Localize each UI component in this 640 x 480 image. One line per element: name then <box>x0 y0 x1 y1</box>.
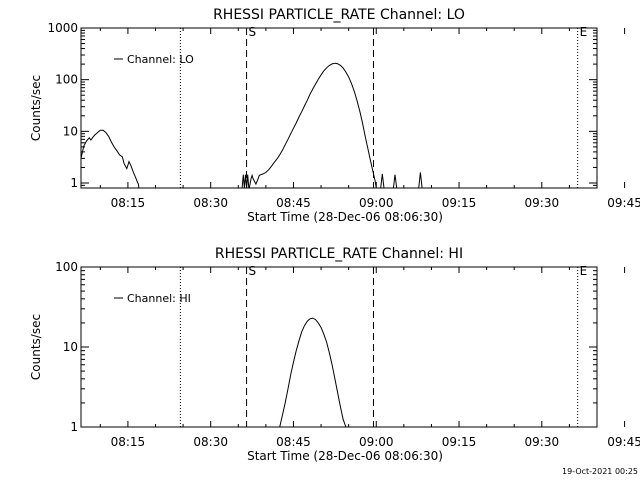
x-tick-label-09-15: 09:15 <box>442 196 477 210</box>
x-tick-label-09-30: 09:30 <box>525 196 560 210</box>
y-tick-label-100: 100 <box>55 73 78 87</box>
event-label-s: S <box>249 25 257 39</box>
series-group <box>81 62 423 188</box>
data-series-2 <box>248 62 377 188</box>
x-tick-label-08-30: 08:30 <box>193 435 228 449</box>
x-tick-label-08-15: 08:15 <box>111 435 146 449</box>
x-tick-label-08-45: 08:45 <box>276 435 311 449</box>
y-axis-label: Counts/sec <box>29 75 43 141</box>
legend-label: Channel: LO <box>127 53 194 66</box>
legend-label: Channel: HI <box>127 292 191 305</box>
data-series-3 <box>380 173 385 188</box>
chart-title: RHESSI PARTICLE_RATE Channel: LO <box>213 7 465 23</box>
y-tick-label-1: 1 <box>70 420 78 434</box>
y-tick-label-100: 100 <box>55 260 78 274</box>
data-series-0 <box>81 129 140 188</box>
y-axis-label: Counts/sec <box>29 314 43 380</box>
event-label-e: E <box>580 264 588 278</box>
x-tick-label-08-45: 08:45 <box>276 196 311 210</box>
panel-lo: RHESSI PARTICLE_RATE Channel: LO S E 08:15 0… <box>29 7 640 224</box>
data-series-0 <box>279 317 347 427</box>
data-series-1 <box>241 174 250 188</box>
x-tick-label-09-00: 09:00 <box>359 196 394 210</box>
y-tick-label-1000: 1000 <box>47 21 78 35</box>
event-label-e: E <box>580 25 588 39</box>
y-tick-label-10: 10 <box>63 340 78 354</box>
y-tick-label-1: 1 <box>70 176 78 190</box>
x-tick-label-09-45: 09:45 <box>607 196 640 210</box>
x-tick-label-08-30: 08:30 <box>193 196 228 210</box>
x-axis-label: Start Time (28-Dec-06 08:06:30) <box>247 210 443 224</box>
plot-frame <box>80 27 598 189</box>
panel-hi: RHESSI PARTICLE_RATE Channel: HI S E 08:15 0… <box>29 246 640 463</box>
series-group <box>279 317 347 427</box>
x-tick-label-08-15: 08:15 <box>111 196 146 210</box>
x-tick-label-09-30: 09:30 <box>525 435 560 449</box>
y-tick-label-10: 10 <box>63 124 78 138</box>
chart-title: RHESSI PARTICLE_RATE Channel: HI <box>215 246 463 262</box>
data-series-4 <box>392 174 398 188</box>
plot-frame <box>80 266 598 428</box>
x-tick-label-09-15: 09:15 <box>442 435 477 449</box>
data-series-5 <box>418 172 423 188</box>
x-tick-label-09-45: 09:45 <box>607 435 640 449</box>
event-label-s: S <box>249 264 257 278</box>
footer-timestamp: 19-Oct-2021 00:25 <box>562 467 638 476</box>
x-axis-label: Start Time (28-Dec-06 08:06:30) <box>247 449 443 463</box>
x-tick-label-09-00: 09:00 <box>359 435 394 449</box>
